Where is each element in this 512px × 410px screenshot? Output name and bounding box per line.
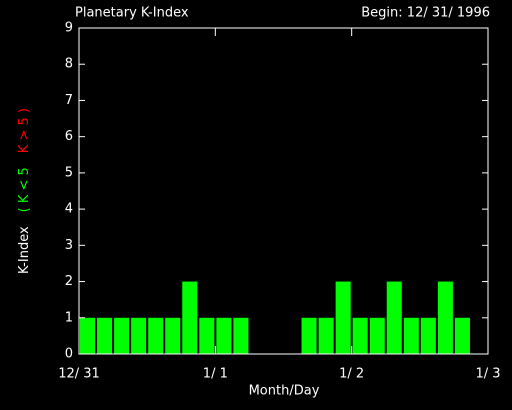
bar <box>97 317 113 354</box>
bar <box>131 317 147 354</box>
y-axis-label-part: K > 5 ) <box>17 108 32 153</box>
y-tick-label: 9 <box>65 21 73 36</box>
bar <box>437 281 453 354</box>
bar <box>352 317 368 354</box>
bar <box>165 317 181 354</box>
bar <box>301 317 317 354</box>
bar <box>386 281 402 354</box>
y-tick-label: 1 <box>65 310 73 325</box>
bar <box>233 317 249 354</box>
y-tick-label: 8 <box>65 57 73 72</box>
y-axis-label: K-Index ( K < 5 K > 5 ) <box>17 108 32 274</box>
bar <box>80 317 96 354</box>
x-tick-label: 1/ 1 <box>203 367 228 382</box>
y-tick-label: 7 <box>65 93 73 108</box>
x-tick-label: 1/ 2 <box>339 367 364 382</box>
y-axis-label-part: K-Index <box>17 226 32 274</box>
x-tick-label: 1/ 3 <box>475 367 500 382</box>
x-axis-label: Month/Day <box>249 384 320 399</box>
bar <box>369 317 385 354</box>
y-axis-label-part: ( K < 5 <box>17 167 32 212</box>
bar <box>335 281 351 354</box>
bar <box>216 317 232 354</box>
bar <box>182 281 198 354</box>
y-tick-label: 5 <box>65 165 73 180</box>
y-tick-label: 2 <box>65 274 73 289</box>
bar <box>454 317 470 354</box>
y-tick-label: 3 <box>65 238 73 253</box>
chart-title: Planetary K-Index <box>75 6 189 21</box>
chart-subtitle: Begin: 12/ 31/ 1996 <box>361 6 490 21</box>
bar <box>403 317 419 354</box>
bar <box>318 317 334 354</box>
bar <box>114 317 130 354</box>
y-tick-label: 4 <box>65 202 73 217</box>
bar <box>420 317 436 354</box>
y-tick-label: 6 <box>65 129 73 144</box>
plot-frame <box>78 27 489 355</box>
y-tick-label: 0 <box>65 347 73 362</box>
bar <box>199 317 215 354</box>
x-tick-label: 12/ 31 <box>58 367 100 382</box>
bar <box>148 317 164 354</box>
